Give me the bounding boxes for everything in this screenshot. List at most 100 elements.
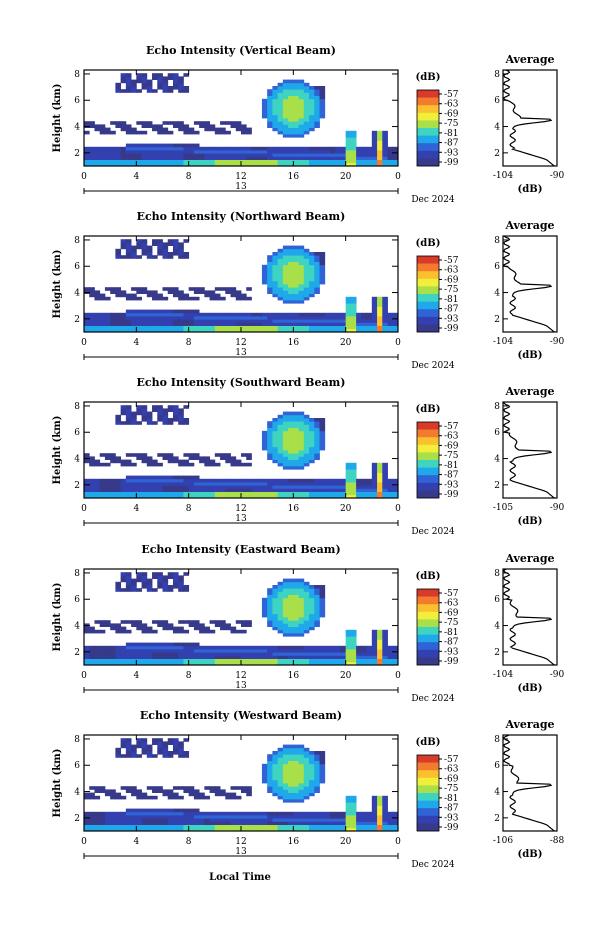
heatmap-cell	[267, 783, 273, 787]
heatmap-cell	[272, 159, 279, 164]
heatmap-cell	[309, 150, 315, 154]
heatmap-cell	[361, 661, 367, 666]
heatmap-cell	[288, 459, 294, 464]
heatmap-cell	[157, 482, 163, 486]
heatmap-cell	[350, 799, 357, 803]
heatmap-cell	[230, 153, 237, 157]
heatmap-cell	[172, 751, 179, 755]
heatmap-cell	[277, 607, 284, 611]
heatmap-cell	[314, 786, 320, 790]
heatmap-cell	[288, 799, 294, 803]
heatmap-cell	[157, 162, 163, 167]
heatmap-cell	[366, 482, 373, 486]
heatmap-cell	[303, 114, 310, 119]
heatmap-cell	[89, 459, 95, 464]
heatmap-cell	[125, 150, 132, 154]
heatmap-cell	[293, 629, 299, 634]
heatmap-cell	[282, 322, 289, 326]
heatmap-cell	[246, 821, 252, 825]
heatmap-cell	[84, 153, 90, 157]
heatmap-cell	[152, 754, 158, 758]
heatmap-cell	[261, 824, 268, 829]
heatmap-cell	[345, 633, 352, 637]
heatmap-cell	[136, 815, 142, 819]
heatmap-cell	[89, 328, 95, 333]
average-frame	[502, 235, 558, 333]
heatmap-cell	[136, 456, 142, 460]
heatmap-cell	[94, 645, 101, 650]
heatmap-cell	[261, 150, 268, 154]
heatmap-cell	[361, 325, 367, 330]
heatmap-cell	[277, 478, 284, 483]
heatmap-cell	[136, 316, 142, 320]
heatmap-cell	[309, 779, 315, 784]
heatmap-cell	[141, 626, 148, 631]
heatmap-cell	[267, 111, 273, 116]
heatmap-cell	[162, 159, 169, 164]
heatmap-cell	[157, 130, 163, 135]
heatmap-cell	[162, 585, 169, 589]
heatmap-cell	[319, 494, 326, 499]
heatmap-cell	[272, 437, 279, 441]
heatmap-cell	[329, 494, 336, 499]
heatmap-cell	[183, 485, 190, 489]
heatmap-cell	[230, 124, 237, 128]
heatmap-cell	[298, 86, 305, 90]
heatmap-cell	[204, 488, 210, 492]
heatmap-cell	[345, 645, 352, 650]
heatmap-cell	[152, 795, 158, 800]
heatmap-cell	[288, 274, 294, 278]
heatmap-cell	[356, 478, 362, 483]
heatmap-cell	[267, 424, 273, 428]
heatmap-cell	[157, 127, 163, 132]
heatmap-cell	[377, 805, 383, 809]
heatmap-cell	[282, 111, 289, 116]
heatmap-cell	[115, 316, 122, 320]
heatmap-cell	[282, 284, 289, 288]
heatmap-cell	[282, 443, 289, 448]
heatmap-cell	[167, 143, 174, 148]
heatmap-cell	[84, 655, 90, 659]
heatmap-cell	[303, 757, 310, 761]
heatmap-cell	[314, 776, 320, 781]
heatmap-cell	[167, 309, 174, 314]
heatmap-cell	[277, 150, 284, 154]
heatmap-cell	[115, 478, 122, 483]
heatmap-cell	[188, 316, 195, 320]
heatmap-cell	[361, 655, 367, 659]
heatmap-cell	[371, 469, 378, 473]
heatmap-cell	[157, 86, 163, 90]
colorbar-swatch	[417, 604, 439, 613]
heatmap-cell	[172, 411, 179, 416]
heatmap-cell	[382, 466, 388, 470]
colorbar-tick-label: -93	[444, 647, 459, 657]
heatmap-cell	[256, 156, 263, 160]
heatmap-cell	[136, 494, 142, 499]
colorbar-swatch	[417, 143, 439, 152]
heatmap-cell	[314, 661, 320, 666]
heatmap-cell	[282, 763, 289, 768]
heatmap-cell	[340, 491, 347, 496]
heatmap-cell	[110, 795, 116, 800]
heatmap-cell	[267, 118, 273, 122]
heatmap-cell	[293, 411, 299, 416]
heatmap-cell	[350, 469, 357, 473]
heatmap-cell	[84, 811, 90, 816]
heatmap-cell	[371, 805, 378, 809]
heatmap-cell	[288, 443, 294, 448]
heatmap-cell	[167, 585, 174, 589]
heatmap-cell	[220, 325, 226, 330]
heatmap-cell	[115, 815, 122, 819]
heatmap-cell	[282, 446, 289, 451]
heatmap-cell	[371, 328, 378, 333]
heatmap-cell	[293, 779, 299, 784]
heatmap-cell	[220, 623, 226, 627]
colorbar-unit: (dB)	[416, 404, 441, 415]
heatmap-cell	[314, 821, 320, 825]
heatmap-cell	[371, 494, 378, 499]
heatmap-cell	[392, 162, 399, 167]
heatmap-cell	[110, 491, 116, 496]
heatmap-cell	[214, 815, 221, 819]
heatmap-cell	[371, 815, 378, 819]
heatmap-cell	[288, 414, 294, 419]
